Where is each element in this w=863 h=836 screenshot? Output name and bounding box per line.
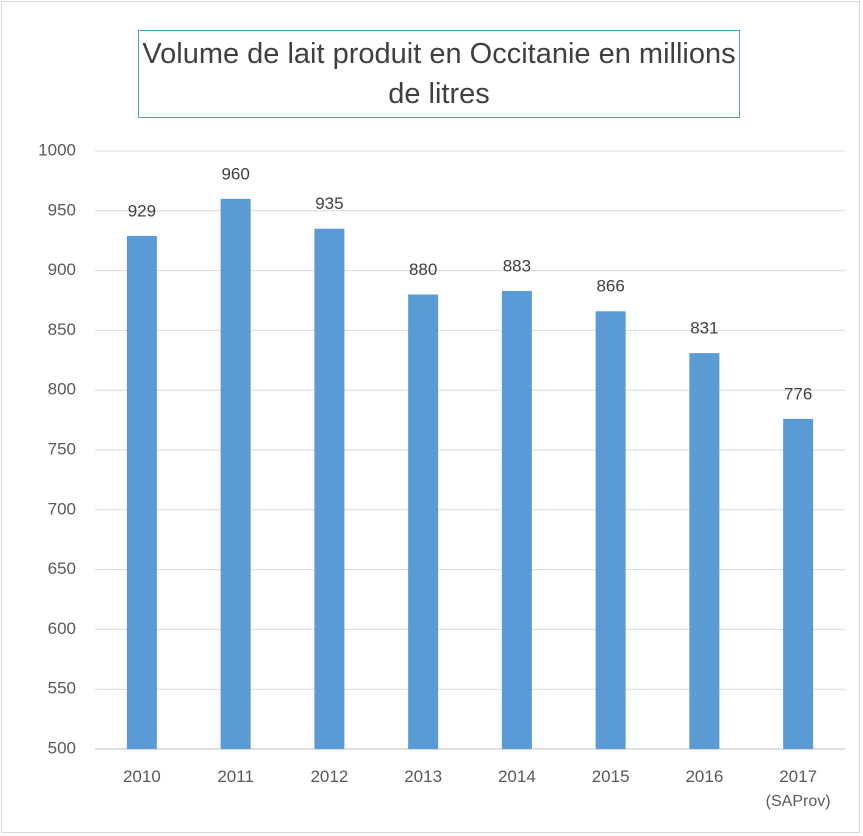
x-tick-label: 2016 xyxy=(685,767,723,786)
x-tick-label: 2011 xyxy=(217,767,254,786)
data-label: 960 xyxy=(221,164,249,183)
data-label: 831 xyxy=(690,319,718,338)
y-tick-label: 500 xyxy=(48,738,76,757)
data-label: 929 xyxy=(128,201,156,220)
y-tick-label: 700 xyxy=(48,499,76,518)
x-tick-label: 2012 xyxy=(310,767,348,786)
y-tick-label: 900 xyxy=(48,260,76,279)
bar xyxy=(126,235,157,749)
y-tick-label: 750 xyxy=(48,439,76,458)
bar xyxy=(689,353,720,749)
bar xyxy=(501,290,532,749)
data-label: 776 xyxy=(784,384,812,403)
data-label: 880 xyxy=(409,260,437,279)
bar xyxy=(783,418,814,749)
x-tick-label: 2013 xyxy=(404,767,442,786)
x-tick-label: 2015 xyxy=(592,767,630,786)
x-tick-label: 2017 (SAProv) xyxy=(766,767,831,810)
bar xyxy=(408,294,439,749)
bar xyxy=(220,198,251,750)
x-tick-label: 2010 xyxy=(123,767,161,786)
data-label: 866 xyxy=(596,277,624,296)
y-tick-label: 1000 xyxy=(38,140,76,159)
bar xyxy=(314,228,345,750)
bar xyxy=(595,311,626,749)
y-tick-label: 950 xyxy=(48,200,76,219)
y-tick-label: 600 xyxy=(48,619,76,638)
y-tick-label: 850 xyxy=(48,320,76,339)
chart-title: Volume de lait produit en Occitanie en m… xyxy=(138,30,740,118)
y-tick-label: 800 xyxy=(48,380,76,399)
y-tick-label: 550 xyxy=(48,679,76,698)
data-label: 883 xyxy=(503,256,531,275)
y-tick-label: 650 xyxy=(48,559,76,578)
x-tick-label: 2014 xyxy=(498,767,536,786)
data-label: 935 xyxy=(315,194,343,213)
